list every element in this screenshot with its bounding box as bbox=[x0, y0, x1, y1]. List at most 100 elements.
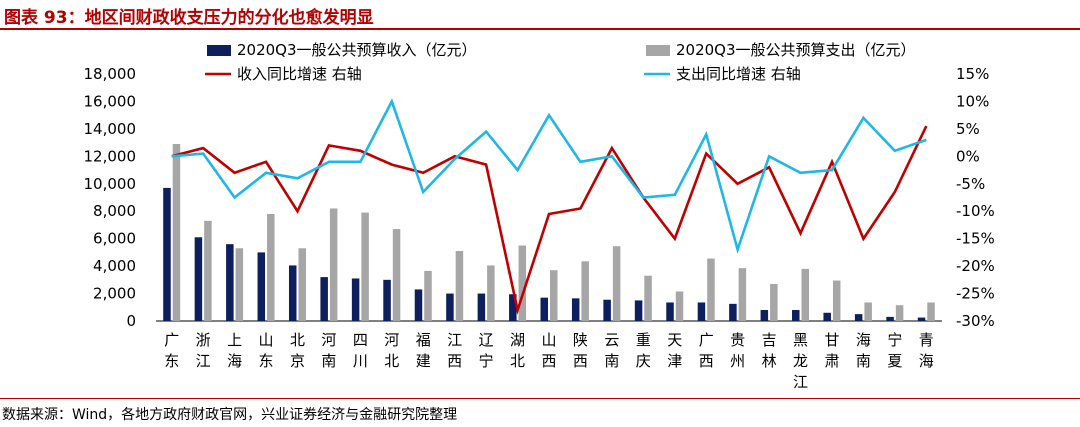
left-tick-label: 16,000 bbox=[84, 92, 137, 110]
revenue-bar bbox=[446, 293, 454, 321]
revenue-bar bbox=[697, 302, 706, 321]
title-bar: 图表 93：地区间财政收支压力的分化也愈发明显 bbox=[0, 0, 1080, 30]
category-label: 山西 bbox=[541, 331, 556, 370]
source-note: 数据来源：Wind，各地方政府财政官网，兴业证券经济与金融研究院整理 bbox=[2, 407, 458, 423]
expenditure-bar bbox=[927, 302, 935, 321]
revenue-bar bbox=[729, 303, 737, 321]
source-divider bbox=[0, 398, 1080, 399]
revenue-bar bbox=[634, 300, 643, 321]
expenditure-bar bbox=[487, 265, 495, 321]
revenue-bar bbox=[288, 265, 297, 321]
expenditure-bar bbox=[550, 270, 558, 321]
right-tick-label: 5% bbox=[956, 120, 980, 138]
expenditure-bar bbox=[329, 208, 338, 321]
expenditure-bar bbox=[518, 245, 527, 321]
legend: 2020Q3一般公共预算收入（亿元） 2020Q3一般公共预算支出（亿元） 收入同比… bbox=[205, 41, 916, 83]
right-tick-label: -25% bbox=[956, 285, 995, 303]
left-tick-label: 14,000 bbox=[84, 120, 137, 138]
revenue-bar bbox=[917, 317, 926, 321]
expenditure-growth-line bbox=[171, 98, 927, 255]
revenue-bar bbox=[666, 302, 674, 321]
legend-label: 2020Q3一般公共预算支出（亿元） bbox=[676, 41, 916, 59]
chart-title: 图表 93：地区间财政收支压力的分化也愈发明显 bbox=[4, 8, 374, 28]
revenue-bar bbox=[823, 312, 831, 321]
right-tick-label: 0% bbox=[956, 147, 980, 165]
expenditure-bar bbox=[298, 248, 306, 321]
category-label: 贵州 bbox=[730, 331, 745, 370]
expenditure-bar bbox=[895, 305, 904, 321]
category-label: 黑龙江 bbox=[793, 331, 808, 391]
left-tick-label: 8,000 bbox=[93, 202, 136, 220]
category-label: 广西 bbox=[699, 331, 714, 370]
expenditure-bar bbox=[864, 302, 872, 321]
category-label: 吉林 bbox=[762, 331, 777, 370]
left-tick-label: 18,000 bbox=[84, 65, 137, 83]
revenue-bar bbox=[540, 297, 548, 321]
left-axis-ticks: 0 2,000 4,000 6,000 8,000 10,000 12,000 14,000 1… bbox=[84, 65, 137, 330]
category-label: 江西 bbox=[447, 331, 462, 370]
category-label: 河北 bbox=[384, 331, 399, 370]
category-label: 湖北 bbox=[510, 331, 525, 370]
expenditure-bar bbox=[612, 246, 621, 321]
legend-label: 收入同比增速 右轴 bbox=[237, 65, 362, 83]
category-label: 云南 bbox=[604, 331, 619, 370]
category-label: 北京 bbox=[290, 331, 305, 370]
expenditure-bar bbox=[267, 213, 275, 321]
expenditure-bar bbox=[392, 229, 401, 321]
right-tick-label: -15% bbox=[956, 230, 995, 248]
expenditure-bar bbox=[707, 258, 715, 321]
category-label: 四川 bbox=[353, 331, 368, 370]
revenue-bar bbox=[383, 279, 391, 321]
expenditure-bar bbox=[832, 280, 841, 321]
right-tick-label: -20% bbox=[956, 257, 995, 275]
left-tick-label: 6,000 bbox=[93, 230, 136, 248]
category-label: 海南 bbox=[856, 331, 871, 370]
right-tick-label: -30% bbox=[956, 312, 995, 330]
expenditure-bar bbox=[770, 283, 778, 321]
bar-series-group bbox=[163, 143, 935, 321]
revenue-bar bbox=[226, 244, 234, 321]
revenue-bar bbox=[351, 278, 360, 321]
expenditure-bar bbox=[581, 261, 589, 321]
revenue-bar bbox=[886, 316, 894, 321]
right-axis-ticks: -30% -25% -20% -15% -10% -5% 0% 5% 10% 15% bbox=[956, 65, 995, 330]
revenue-bar bbox=[571, 298, 580, 321]
category-label: 重庆 bbox=[636, 331, 651, 370]
category-label: 宁夏 bbox=[887, 331, 902, 370]
expenditure-bar bbox=[235, 248, 244, 321]
right-tick-label: 10% bbox=[956, 92, 989, 110]
expenditure-bar bbox=[204, 220, 212, 321]
left-tick-label: 4,000 bbox=[93, 257, 136, 275]
category-label: 上海 bbox=[227, 331, 242, 370]
chart-canvas: 0 2,000 4,000 6,000 8,000 10,000 12,000 14,000 1… bbox=[84, 41, 995, 391]
right-tick-label: -10% bbox=[956, 202, 995, 220]
expenditure-bar bbox=[644, 275, 652, 321]
expenditure-bar bbox=[455, 251, 464, 321]
category-label: 天津 bbox=[667, 331, 682, 370]
right-tick-label: 15% bbox=[956, 65, 989, 83]
legend-swatch bbox=[646, 45, 670, 56]
revenue-bar bbox=[414, 289, 423, 321]
category-label: 福建 bbox=[416, 331, 431, 370]
left-tick-label: 12,000 bbox=[84, 147, 137, 165]
right-tick-label: -5% bbox=[956, 175, 985, 193]
legend-label: 支出同比增速 右轴 bbox=[676, 65, 801, 83]
left-tick-label: 10,000 bbox=[84, 175, 137, 193]
left-tick-label: 0 bbox=[126, 312, 136, 330]
expenditure-bar bbox=[172, 143, 181, 321]
expenditure-bar bbox=[801, 268, 810, 321]
legend-label: 2020Q3一般公共预算收入（亿元） bbox=[237, 41, 477, 59]
category-label: 甘肃 bbox=[824, 331, 839, 370]
left-tick-label: 2,000 bbox=[93, 285, 136, 303]
revenue-bar bbox=[257, 252, 266, 321]
category-label: 陕西 bbox=[573, 331, 588, 370]
expenditure-bar bbox=[361, 212, 369, 321]
expenditure-bar bbox=[424, 270, 432, 321]
category-label: 青海 bbox=[919, 331, 934, 370]
legend-swatch bbox=[207, 45, 231, 56]
category-labels: 广东浙江上海山东北京河南四川河北福建江西辽宁湖北山西陕西云南重庆天津广西贵州吉林… bbox=[164, 331, 934, 391]
revenue-bar bbox=[509, 294, 517, 321]
revenue-bar bbox=[603, 299, 611, 321]
revenue-bar bbox=[854, 314, 863, 321]
category-label: 浙江 bbox=[196, 331, 211, 370]
